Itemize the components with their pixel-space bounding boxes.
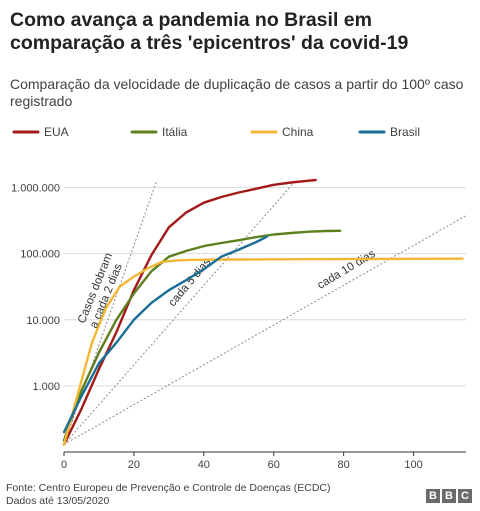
bbc-logo-letter: B <box>442 489 456 503</box>
x-tick-label: 40 <box>198 459 210 470</box>
x-tick-label: 20 <box>128 459 140 470</box>
series-line-china <box>62 257 464 446</box>
y-tick-label: 100.000 <box>20 249 60 261</box>
bbc-logo-letter: C <box>458 489 472 503</box>
legend-label: China <box>282 125 314 139</box>
reference-line-label: cada 10 dias <box>316 248 378 292</box>
legend-label: Brasil <box>390 125 420 139</box>
reference-line <box>63 179 158 445</box>
reference-line <box>63 215 467 445</box>
source-note: Fonte: Centro Europeu de Prevenção e Con… <box>6 482 331 494</box>
data-date-note: Dados até 13/05/2020 <box>6 494 110 507</box>
chart-subtitle: Comparação da velocidade de duplicação d… <box>10 76 464 109</box>
legend-label: EUA <box>44 125 69 139</box>
line-chart: EUA Itália China Brasil 1.000 10.000 100.000 1.… <box>11 125 467 470</box>
y-tick-label: 10.000 <box>26 315 60 327</box>
x-tick-label: 80 <box>338 459 350 470</box>
footer: Fonte: Centro Europeu de Prevenção e Con… <box>6 482 331 507</box>
reference-line <box>63 179 297 445</box>
bbc-logo-letter: B <box>426 489 440 503</box>
x-tick-label: 100 <box>404 459 422 470</box>
series-line-eua <box>62 178 317 446</box>
chart-title: Como avança a pandemia no Brasil em comp… <box>10 9 409 54</box>
x-tick-label: 0 <box>61 459 67 470</box>
bbc-logo: B B C <box>426 489 472 503</box>
reference-line-label: cada 5 dias <box>166 256 213 309</box>
y-tick-label: 1.000 <box>32 381 60 393</box>
series-line-itália <box>62 229 342 442</box>
legend-label: Itália <box>162 125 188 139</box>
y-tick-label: 1.000.000 <box>11 183 60 195</box>
series-line-brasil <box>62 235 268 434</box>
x-tick-label: 60 <box>268 459 280 470</box>
